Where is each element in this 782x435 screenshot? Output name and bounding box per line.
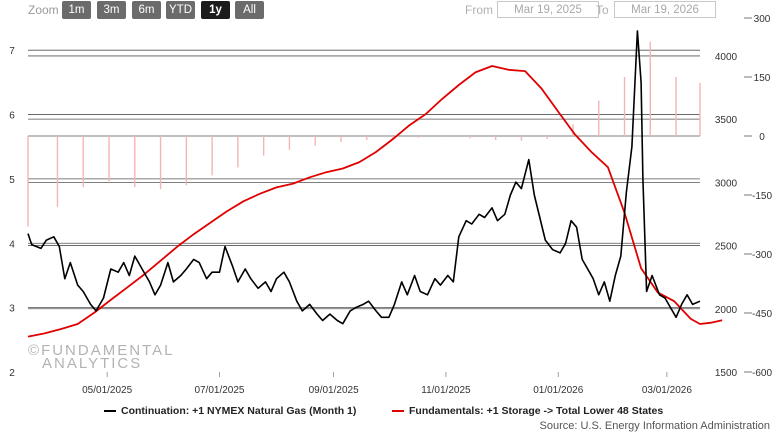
watermark-line-1: FUNDAMENTAL xyxy=(41,342,175,359)
zoom-1m-button[interactable]: 1m xyxy=(62,1,91,19)
from-date-input[interactable] xyxy=(497,1,599,18)
y-change-tick-label: -150 xyxy=(752,191,772,202)
zoom-3m-button[interactable]: 3m xyxy=(97,1,126,19)
legend-item-storage[interactable]: Fundamentals: +1 Storage -> Total Lower … xyxy=(392,405,663,417)
series-lines xyxy=(27,30,723,338)
from-label: From xyxy=(465,3,493,17)
y-left-tick-label: 4 xyxy=(9,239,15,250)
x-tick-label: 05/01/2025 xyxy=(82,385,132,396)
x-tick-label: 11/01/2025 xyxy=(421,385,471,396)
y-change-tick-label: -600 xyxy=(752,368,772,379)
chart-plot: 234567150020002500300035004000-600-450-3… xyxy=(9,14,772,396)
zoom-label: Zoom xyxy=(28,3,59,17)
source-credit: Source: U.S. Energy Information Administ… xyxy=(539,420,771,432)
series-line-price xyxy=(27,30,701,325)
y-left-tick-label: 5 xyxy=(9,175,15,186)
zoom-ytd-button[interactable]: YTD xyxy=(166,1,195,19)
legend-label-price: Continuation: +1 NYMEX Natural Gas (Mont… xyxy=(121,405,357,417)
legend-swatch-black xyxy=(104,410,116,412)
to-date-input[interactable] xyxy=(614,1,716,18)
zoom-6m-button[interactable]: 6m xyxy=(132,1,161,19)
legend-label-storage: Fundamentals: +1 Storage -> Total Lower … xyxy=(409,405,664,417)
axis-labels: 234567150020002500300035004000-600-450-3… xyxy=(9,14,772,396)
y-storage-tick-label: 1500 xyxy=(715,368,738,379)
y-left-tick-label: 2 xyxy=(9,368,15,379)
y-change-tick-label: 300 xyxy=(754,14,771,25)
y-left-tick-label: 7 xyxy=(9,46,15,57)
y-change-tick-label: -450 xyxy=(752,309,772,320)
y-storage-tick-label: 4000 xyxy=(715,52,738,63)
y-storage-tick-label: 2000 xyxy=(715,305,738,316)
toolbar: Zoom 1m 3m 6m YTD 1y All From To xyxy=(0,0,782,22)
series-line-storage xyxy=(27,65,723,338)
y-storage-tick-label: 2500 xyxy=(715,242,738,253)
y-change-tick-label: -300 xyxy=(752,250,772,261)
y-storage-tick-label: 3500 xyxy=(715,115,738,126)
legend-item-price[interactable]: Continuation: +1 NYMEX Natural Gas (Mont… xyxy=(104,405,356,417)
y-left-tick-label: 6 xyxy=(9,111,15,122)
legend-swatch-red xyxy=(392,410,404,412)
copyright-symbol: © xyxy=(28,342,42,359)
x-tick-label: 03/01/2026 xyxy=(642,385,692,396)
zoom-1y-button[interactable]: 1y xyxy=(201,1,230,19)
x-tick-label: 09/01/2025 xyxy=(309,385,359,396)
x-tick-label: 01/01/2026 xyxy=(533,385,583,396)
watermark-logo: ©FUNDAMENTAL ANALYTICS xyxy=(28,342,175,372)
chart-legend: Continuation: +1 NYMEX Natural Gas (Mont… xyxy=(0,405,782,419)
watermark-line-2: ANALYTICS xyxy=(42,355,143,372)
storage-change-bars xyxy=(27,41,701,227)
zoom-all-button[interactable]: All xyxy=(235,1,264,19)
y-left-tick-label: 3 xyxy=(9,304,15,315)
y-change-tick-label: 150 xyxy=(754,73,771,84)
x-tick-label: 07/01/2025 xyxy=(194,385,244,396)
to-label: To xyxy=(596,3,609,17)
y-storage-tick-label: 3000 xyxy=(715,178,738,189)
y-change-tick-label: 0 xyxy=(759,132,765,143)
grid-lines xyxy=(28,49,700,310)
